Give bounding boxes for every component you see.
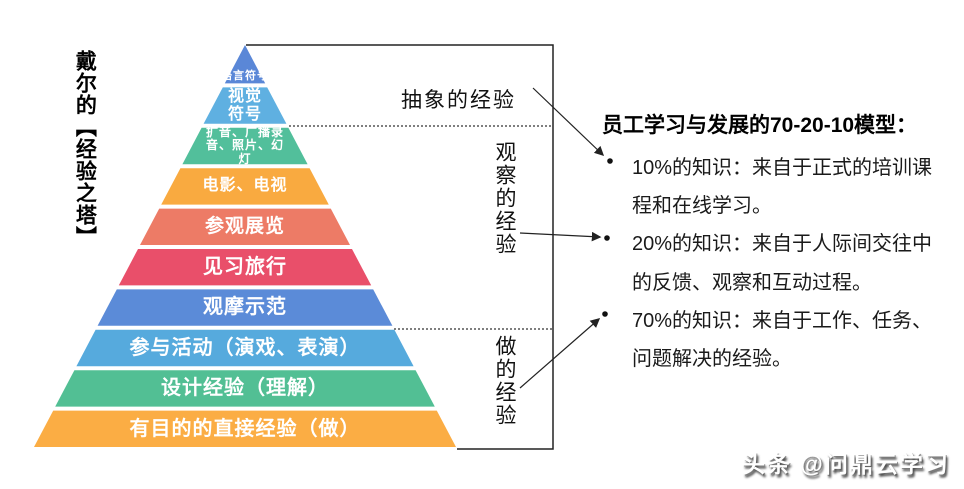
section-label-doing-experience: 做的经验 (493, 335, 516, 427)
bullet-70-line-2: 问题解决的经验。 (632, 348, 792, 370)
bullet-10-line-2: 程和在线学习。 (632, 195, 772, 217)
pyramid-layer (118, 249, 372, 286)
arrow-doing-to-70-percent (519, 318, 601, 389)
bullet-dot-70 (602, 311, 608, 317)
pyramid-layer (97, 289, 393, 326)
pyramid (34, 45, 456, 447)
pyramid-layer (161, 168, 329, 205)
pyramid-layer (203, 87, 287, 124)
pyramid-layer (76, 329, 414, 367)
left-vertical-title: 戴尔的【经验之塔】 (73, 50, 97, 248)
bullet-10-line-1: 10%的知识：来自于正式的培训课 (632, 157, 933, 179)
pyramid-layer (34, 410, 456, 447)
bracket-line (246, 44, 554, 450)
bullet-20-line-1: 20%的知识：来自于人际间交往中 (632, 233, 933, 255)
bullet-dot-20 (604, 235, 610, 241)
pyramid-layer (224, 45, 266, 84)
bullet-70-line-1: 70%的知识：来自于工作、任务、 (632, 310, 933, 332)
arrow-abstract-to-10-percent (532, 87, 605, 156)
bullet-20-line-2: 的反馈、观察和互动过程。 (632, 272, 872, 294)
right-panel-title: 员工学习与发展的70-20-10模型： (602, 114, 918, 137)
arrow-observe-to-20-percent (519, 231, 602, 242)
pyramid-layer (182, 127, 308, 165)
section-label-abstract-experience: 抽象的经验 (401, 89, 516, 112)
watermark: 头条 @问鼎云学习 (742, 451, 950, 477)
section-label-observation-experience: 观察的经验 (493, 141, 516, 256)
pyramid-layer (55, 370, 435, 407)
bullet-dot-10 (607, 158, 613, 164)
pyramid-layer (140, 208, 350, 245)
